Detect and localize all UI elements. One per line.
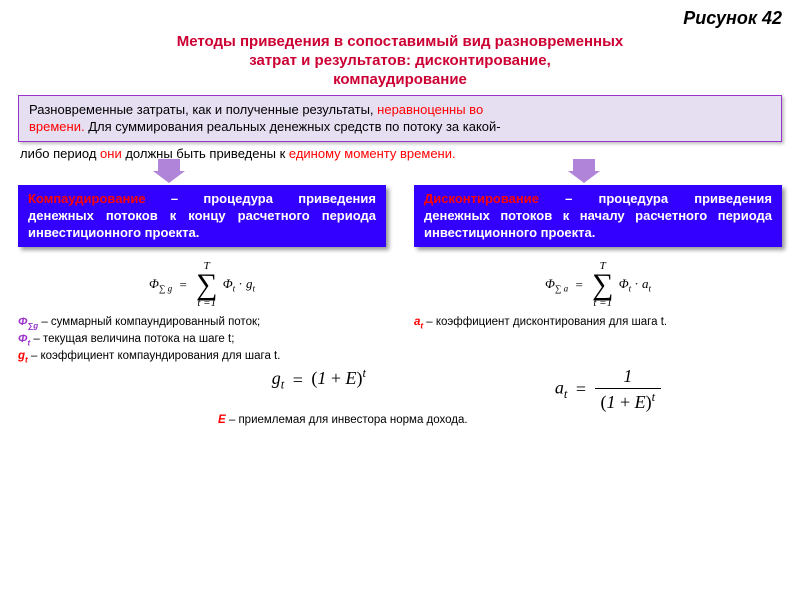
arrows-row (18, 161, 782, 171)
intro-tail: либо период они должны быть приведены к … (18, 142, 782, 161)
title-line-3: компаудирование (333, 71, 467, 88)
g-formula: gt = (1 + E)t (18, 366, 406, 393)
phi-sg-legend: – суммарный компаундированный поток; (38, 316, 260, 328)
a-formula: at = 1 (1 + E)t (434, 366, 782, 413)
title-line-2: затрат и результатов: дисконтирование, (249, 52, 551, 69)
arrow-down-icon (573, 159, 595, 173)
a-t-legend: – коэффициент дисконтирования для шага t… (423, 316, 667, 328)
discounting-column: Дисконтирование – процедура приведения д… (414, 185, 782, 367)
compounding-legend: Φ∑g – суммарный компаундированный поток;… (18, 315, 386, 366)
discounting-sum-formula: Φ∑ a = T ∑ t =1 Φt · at (414, 261, 782, 309)
g-t-symbol: gt (18, 350, 28, 362)
intro-tail-red2: единому моменту времени. (289, 146, 456, 161)
e-legend-text: – приемлемая для инвестора норма дохода. (226, 414, 468, 426)
figure-label: Рисунок 42 (18, 8, 782, 29)
compounding-term: Компаудирование (28, 191, 146, 206)
title-line-1: Методы приведения в сопоставимый вид раз… (177, 33, 624, 50)
e-symbol: E (218, 414, 226, 426)
intro-red2: времени. (29, 119, 85, 134)
intro-part1: Разновременные затраты, как и полученные… (29, 102, 374, 117)
g-t-legend: – коэффициент компаундирования для шага … (28, 350, 281, 362)
compounding-column: Компаудирование – процедура приведения д… (18, 185, 386, 367)
intro-tail-p1: либо период (20, 146, 100, 161)
page-title: Методы приведения в сопоставимый вид раз… (18, 33, 782, 89)
discounting-term: Дисконтирование (424, 191, 539, 206)
compounding-sum-formula: Φ∑ g = T ∑ t =1 Φt · gt (18, 261, 386, 309)
intro-part2: Для суммирования реальных денежных средс… (85, 119, 501, 134)
phi-t-symbol: Φt (18, 333, 30, 345)
a-t-symbol: at (414, 316, 423, 328)
phi-t-legend: – текущая величина потока на шаге t; (30, 333, 234, 345)
intro-red1: неравноценны во (377, 102, 483, 117)
intro-tail-red1: они (100, 146, 122, 161)
intro-box: Разновременные затраты, как и полученные… (18, 95, 782, 142)
e-legend: E – приемлемая для инвестора норма доход… (218, 413, 602, 429)
intro-tail-p2: должны быть приведены к (122, 146, 289, 161)
discounting-legend: at – коэффициент дисконтирования для шаг… (414, 315, 782, 332)
phi-sg-symbol: Φ∑g (18, 316, 38, 328)
discounting-def-box: Дисконтирование – процедура приведения д… (414, 185, 782, 248)
arrow-down-icon (158, 159, 180, 173)
compounding-def-box: Компаудирование – процедура приведения д… (18, 185, 386, 248)
